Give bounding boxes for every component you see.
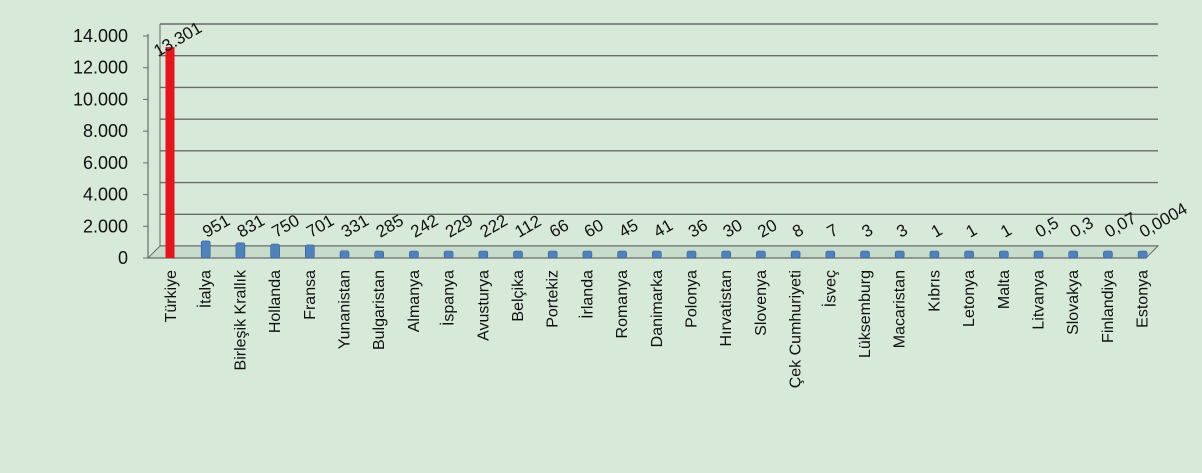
category-label-avusturya: Avusturya bbox=[475, 270, 492, 341]
category-label-estonya: Estonya bbox=[1135, 270, 1152, 328]
y-tick-label-7: 14.000 bbox=[73, 26, 128, 46]
category-label-luksemburg: Lüksemburg bbox=[857, 270, 874, 358]
data-label-bulgaristan: 285 bbox=[373, 211, 407, 242]
y-tick-label-4: 8.000 bbox=[83, 121, 128, 141]
category-label-macaristan: Macaristan bbox=[892, 270, 909, 348]
category-label-litvanya: Litvanya bbox=[1031, 270, 1048, 330]
data-label-polonya: 36 bbox=[685, 216, 711, 242]
bar-irlanda bbox=[582, 250, 593, 259]
category-label-slovenya: Slovenya bbox=[753, 270, 770, 336]
data-label-litvanya: 0,5 bbox=[1032, 213, 1062, 241]
bar-hollanda bbox=[270, 243, 280, 259]
data-label-romanya: 45 bbox=[616, 216, 642, 242]
bar-litvanya bbox=[1033, 250, 1044, 259]
category-label-danimarka: Danimarka bbox=[649, 270, 666, 347]
category-label-hirvatistan: Hırvatistan bbox=[718, 270, 735, 346]
data-label-ispanya: 229 bbox=[442, 211, 476, 242]
bar-slovakya bbox=[1068, 250, 1078, 259]
data-label-belcika: 112 bbox=[512, 211, 545, 241]
y-tick-label-0: 0 bbox=[118, 248, 128, 268]
bar-finlandiya bbox=[1103, 250, 1113, 259]
category-label-slovakya: Slovakya bbox=[1065, 270, 1082, 335]
y-tick-label-1: 2.000 bbox=[83, 216, 128, 236]
bar-avusturya bbox=[478, 250, 489, 259]
category-label-turkiye: Türkiye bbox=[163, 270, 180, 323]
category-label-malta: Malta bbox=[996, 270, 1013, 309]
category-label-ispanya: İspanya bbox=[439, 270, 458, 326]
data-label-kibris: 1 bbox=[928, 220, 946, 241]
category-label-yunanistan: Yunanistan bbox=[337, 270, 354, 349]
category-label-belcika: Belçika bbox=[510, 270, 527, 322]
data-label-malta: 1 bbox=[997, 220, 1015, 241]
bar-italya bbox=[200, 240, 211, 259]
data-label-danimarka: 41 bbox=[650, 216, 676, 242]
data-label-italya: 951 bbox=[199, 211, 233, 242]
bar-belcika bbox=[513, 250, 523, 259]
bar-birlesik-krallik bbox=[235, 242, 246, 259]
data-label-avusturya: 222 bbox=[477, 211, 511, 242]
category-label-irlanda: İrlanda bbox=[577, 270, 596, 319]
data-label-finlandiya: 0,07 bbox=[1101, 208, 1139, 241]
data-label-estonya: 0,0004 bbox=[1136, 199, 1191, 241]
data-label-luksemburg: 3 bbox=[859, 220, 877, 241]
category-label-bulgaristan: Bulgaristan bbox=[371, 270, 388, 350]
bar-bulgaristan bbox=[374, 250, 385, 259]
y-tick-label-5: 10.000 bbox=[73, 89, 128, 109]
category-label-letonya: Letonya bbox=[961, 270, 978, 327]
category-label-isvec: İsveç bbox=[820, 270, 839, 307]
bar-letonya bbox=[964, 250, 974, 259]
data-label-slovenya: 20 bbox=[754, 216, 780, 242]
bar-ispanya bbox=[443, 250, 454, 259]
bar-danimarka bbox=[651, 250, 662, 259]
category-label-fransa: Fransa bbox=[302, 270, 319, 320]
bar-slovenya bbox=[756, 250, 766, 259]
bar-yunanistan bbox=[339, 250, 350, 259]
bar-romanya bbox=[617, 250, 627, 259]
data-label-letonya: 1 bbox=[963, 220, 981, 241]
category-label-portekiz: Portekiz bbox=[545, 270, 562, 328]
category-label-romanya: Romanya bbox=[614, 270, 631, 339]
data-label-birlesik-krallik: 831 bbox=[234, 211, 268, 242]
data-label-fransa: 701 bbox=[303, 211, 337, 242]
data-label-irlanda: 60 bbox=[581, 216, 607, 242]
bar-malta bbox=[998, 250, 1009, 259]
category-label-kibris: Kıbrıs bbox=[926, 270, 943, 312]
bar-cek-cumhuriyeti bbox=[790, 250, 801, 259]
bar-hirvatistan bbox=[721, 250, 732, 259]
bar-almanya bbox=[409, 250, 419, 259]
bar-isvec bbox=[825, 250, 836, 259]
bar-portekiz bbox=[547, 250, 558, 259]
bar-polonya bbox=[686, 250, 697, 259]
bar-turkiye bbox=[165, 47, 175, 259]
bar-kibris bbox=[929, 250, 940, 259]
data-label-hollanda: 750 bbox=[269, 211, 303, 242]
data-label-macaristan: 3 bbox=[893, 220, 911, 241]
data-label-cek-cumhuriyeti: 8 bbox=[789, 220, 807, 241]
y-tick-label-6: 12.000 bbox=[73, 58, 128, 78]
category-label-italya: İtalya bbox=[196, 270, 215, 308]
data-label-almanya: 242 bbox=[407, 211, 441, 242]
category-label-hollanda: Hollanda bbox=[267, 270, 284, 333]
data-label-hirvatistan: 30 bbox=[720, 216, 746, 242]
category-label-polonya: Polonya bbox=[684, 270, 701, 328]
bar-estonya bbox=[1137, 250, 1148, 259]
bar-fransa bbox=[304, 244, 315, 259]
bar-macaristan bbox=[894, 250, 905, 259]
bar-luksemburg bbox=[860, 250, 870, 259]
category-label-cek-cumhuriyeti: Çek Cumhuriyeti bbox=[788, 270, 805, 388]
category-label-finlandiya: Finlandiya bbox=[1100, 270, 1117, 343]
category-label-almanya: Almanya bbox=[406, 270, 423, 332]
data-label-isvec: 7 bbox=[824, 220, 842, 241]
data-label-yunanistan: 331 bbox=[338, 211, 372, 242]
data-label-portekiz: 66 bbox=[546, 216, 572, 242]
y-tick-label-2: 4.000 bbox=[83, 185, 128, 205]
y-tick-label-3: 6.000 bbox=[83, 153, 128, 173]
data-label-slovakya: 0,3 bbox=[1067, 213, 1097, 241]
category-label-birlesik-krallik: Birleşik Krallık bbox=[232, 269, 249, 370]
